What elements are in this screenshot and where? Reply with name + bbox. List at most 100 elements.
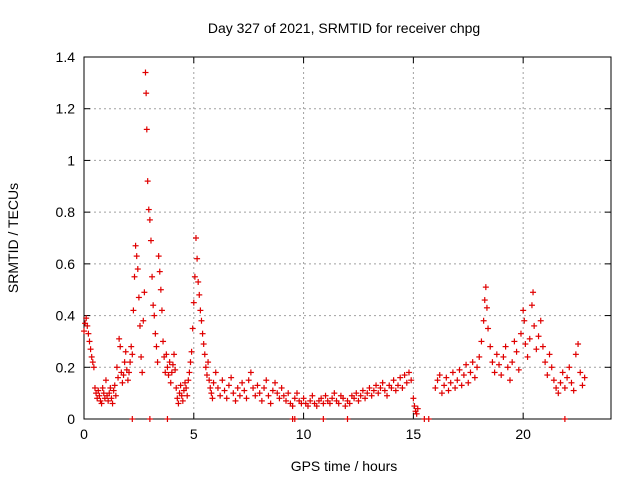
data-point (579, 382, 586, 389)
data-point (263, 377, 270, 384)
data-point (83, 315, 90, 322)
data-point (401, 372, 408, 379)
data-point (241, 387, 248, 394)
data-point (379, 379, 386, 386)
data-point (131, 273, 138, 280)
data-point (258, 397, 265, 404)
data-point (561, 384, 568, 391)
data-point (81, 328, 87, 335)
data-point (139, 369, 146, 376)
data-point (331, 390, 338, 397)
data-point (149, 273, 156, 280)
data-point (272, 379, 279, 386)
data-point (403, 379, 410, 386)
data-point (99, 384, 106, 391)
data-point (183, 384, 190, 391)
data-point (548, 364, 555, 371)
data-point (166, 359, 173, 366)
data-point (188, 348, 195, 355)
data-point (90, 364, 97, 371)
data-point (524, 353, 531, 360)
data-point (276, 395, 283, 402)
data-point (483, 304, 490, 311)
data-point (151, 312, 158, 319)
data-point (274, 390, 281, 397)
data-point (346, 400, 353, 407)
data-point (120, 372, 127, 379)
data-point (493, 351, 500, 358)
axis-ticks: 0 0.2 0.4 0.6 0.8 1 1.2 1.4 0 5 10 15 20 (56, 49, 611, 442)
data-point (187, 359, 194, 366)
data-point (156, 268, 163, 275)
data-point (202, 364, 209, 371)
x-tick-label: 5 (190, 426, 198, 442)
data-point (395, 382, 402, 389)
data-point (169, 361, 176, 368)
data-point (100, 390, 107, 397)
data-point (150, 302, 157, 309)
data-point (575, 341, 582, 348)
data-point (533, 346, 540, 353)
data-point (116, 335, 123, 342)
data-point (410, 395, 417, 402)
data-point (203, 372, 210, 379)
data-point (175, 400, 182, 407)
data-point (364, 390, 371, 397)
data-point (179, 397, 186, 404)
data-point (121, 359, 128, 366)
data-points (81, 69, 588, 422)
data-point (359, 387, 366, 394)
data-point (86, 338, 93, 345)
data-point (201, 351, 208, 358)
data-point (441, 382, 448, 389)
data-point (392, 387, 399, 394)
data-point (293, 390, 300, 397)
data-point (182, 379, 189, 386)
y-tick-label: 0 (67, 411, 75, 427)
x-axis-label: GPS time / hours (291, 458, 398, 474)
data-point (522, 341, 529, 348)
data-point (342, 403, 349, 410)
data-point (134, 266, 141, 273)
data-point (546, 351, 553, 358)
data-point (172, 366, 179, 373)
x-tick-label: 15 (406, 426, 422, 442)
data-point (326, 400, 333, 407)
data-point (539, 343, 546, 350)
data-point (269, 387, 276, 394)
data-point (304, 403, 311, 410)
data-point (89, 359, 96, 366)
data-point (107, 384, 114, 391)
data-point (544, 372, 551, 379)
y-tick-label: 0.2 (56, 359, 76, 375)
data-point (245, 377, 252, 384)
data-point (355, 397, 362, 404)
data-point (320, 416, 327, 422)
data-point (205, 359, 212, 366)
data-point (152, 330, 159, 337)
data-point (252, 392, 259, 399)
data-point (108, 395, 115, 402)
data-point (447, 379, 454, 386)
data-point (199, 330, 206, 337)
data-point (174, 395, 181, 402)
data-point (221, 387, 228, 394)
data-point (557, 379, 564, 386)
data-point (344, 416, 351, 422)
data-point (214, 384, 221, 391)
data-point (357, 392, 364, 399)
data-point (106, 390, 113, 397)
data-point (397, 374, 404, 381)
y-tick-label: 1.2 (56, 101, 76, 117)
data-point (194, 255, 201, 262)
data-point (230, 390, 237, 397)
data-point (555, 390, 562, 397)
data-point (476, 353, 483, 360)
data-point (469, 359, 476, 366)
data-point (506, 377, 513, 384)
x-tick-label: 10 (296, 426, 312, 442)
data-point (256, 390, 263, 397)
data-point (568, 379, 575, 386)
data-point (236, 392, 243, 399)
data-point (147, 237, 154, 244)
